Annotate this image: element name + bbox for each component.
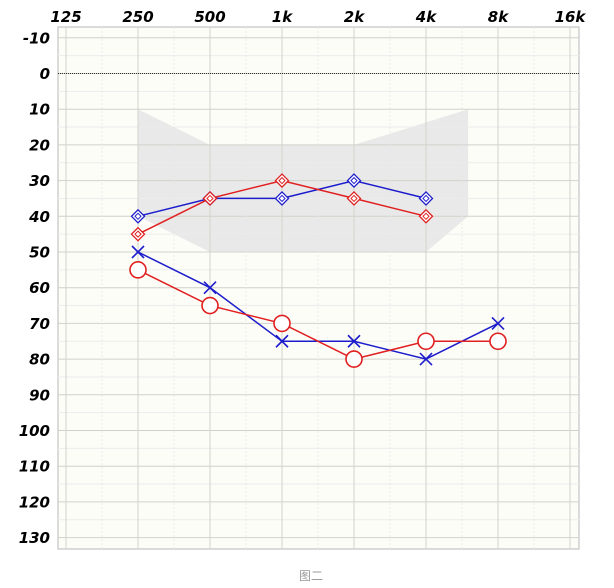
x-tick-label: 500 xyxy=(194,8,225,26)
diamond-marker xyxy=(202,191,218,206)
y-tick-label: 80 xyxy=(29,351,50,369)
x-marker xyxy=(275,334,289,348)
circle-marker xyxy=(417,332,435,351)
y-tick-label: 70 xyxy=(29,315,50,333)
diamond-marker xyxy=(274,191,290,206)
x-tick-label: 125 xyxy=(50,8,81,26)
diamond-marker xyxy=(346,191,362,206)
diamond-marker xyxy=(418,208,434,224)
y-tick-label: 120 xyxy=(19,493,50,511)
diamond-marker xyxy=(274,173,290,189)
x-marker xyxy=(419,352,433,366)
x-marker xyxy=(347,334,361,348)
x-tick-label: 16k xyxy=(555,8,587,26)
y-tick-label: -10 xyxy=(23,29,50,47)
x-tick-label: 2k xyxy=(344,8,365,26)
y-tick-label: 10 xyxy=(29,101,50,119)
series-line xyxy=(137,269,498,360)
y-tick-label: 100 xyxy=(19,422,50,440)
x-tick-label: 8k xyxy=(488,8,509,26)
x-marker xyxy=(491,316,505,330)
y-tick-label: 40 xyxy=(28,208,50,226)
circle-marker xyxy=(345,350,363,368)
y-tick-label: 50 xyxy=(29,244,50,262)
y-tick-label: 0 xyxy=(40,65,50,83)
circle-marker xyxy=(489,332,507,351)
diamond-marker xyxy=(346,173,362,189)
diamond-marker xyxy=(418,191,434,206)
diamond-marker xyxy=(130,226,146,242)
y-tick-label: 60 xyxy=(29,279,50,297)
chart-caption: 图二 xyxy=(299,569,323,583)
x-marker xyxy=(203,281,217,295)
x-tick-label: 4k xyxy=(415,8,437,26)
circle-marker xyxy=(273,314,291,333)
y-tick-label: 90 xyxy=(29,386,50,404)
y-tick-label: 30 xyxy=(29,172,50,190)
y-tick-label: 110 xyxy=(19,458,50,476)
x-tick-label: 250 xyxy=(122,8,153,26)
circle-marker xyxy=(129,261,147,279)
diamond-marker xyxy=(130,208,146,224)
x-tick-label: 1k xyxy=(272,8,293,26)
y-tick-label: 20 xyxy=(29,136,50,154)
x-marker xyxy=(131,245,145,259)
circle-marker xyxy=(201,296,219,315)
y-tick-label: 130 xyxy=(19,529,50,547)
